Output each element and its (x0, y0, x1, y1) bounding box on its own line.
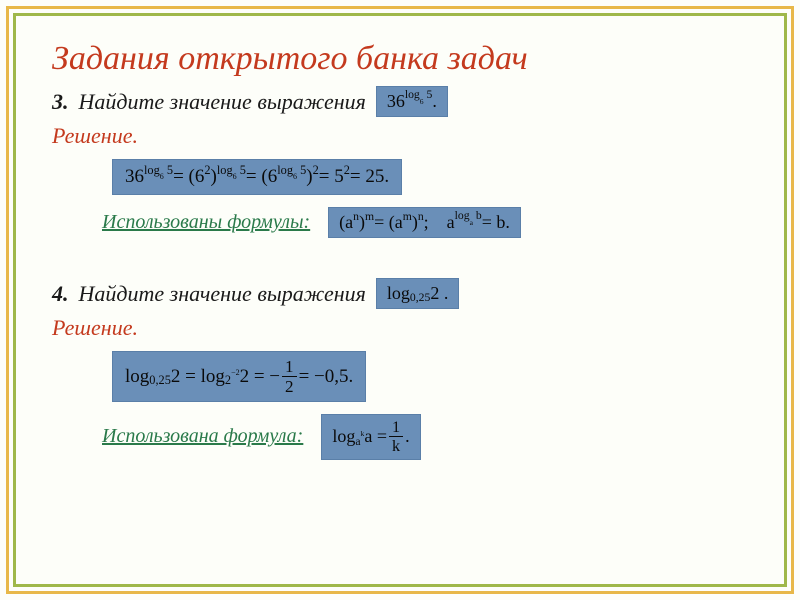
slide-title: Задания открытого банка задач (52, 40, 748, 78)
task3-prompt: Найдите значение выражения (79, 89, 366, 115)
task4-solution: log0,25 2 = log2−2 2 = −12 = −0,5. (112, 351, 366, 402)
inner-frame: Задания открытого банка задач 3. Найдите… (13, 13, 787, 587)
task4-formulas-row: Использована формула: logak a = 1k. (102, 414, 748, 459)
task4-number: 4. (52, 281, 69, 307)
task3-number: 3. (52, 89, 69, 115)
task4-solution-wrap: log0,25 2 = log2−2 2 = −12 = −0,5. (112, 351, 748, 402)
task4-prompt-row: 4. Найдите значение выражения log0,25 2 … (52, 278, 748, 309)
task4-expression: log0,25 2 . (376, 278, 459, 309)
task4-formulas-label: Использована формула: (102, 425, 303, 448)
task3-formulas-box: (an)m = (am)n ; aloga b = b. (328, 207, 521, 238)
task3-prompt-row: 3. Найдите значение выражения 36log6 5. (52, 86, 748, 117)
outer-frame: Задания открытого банка задач 3. Найдите… (6, 6, 794, 594)
task3-solution: 36log6 5 = (62)log6 5 = (6log6 5)2 = 52 … (112, 159, 402, 195)
task3-expression: 36log6 5. (376, 86, 448, 117)
task3-solution-wrap: 36log6 5 = (62)log6 5 = (6log6 5)2 = 52 … (112, 159, 748, 195)
task3-solution-label: Решение. (52, 123, 748, 149)
task3-formulas-row: Использованы формулы: (an)m = (am)n ; al… (102, 207, 748, 238)
slide-content: Задания открытого банка задач 3. Найдите… (24, 24, 776, 576)
task4-formulas-box: logak a = 1k. (321, 414, 420, 459)
task4-prompt: Найдите значение выражения (79, 281, 366, 307)
task3-formulas-label: Использованы формулы: (102, 211, 310, 234)
task4-solution-label: Решение. (52, 315, 748, 341)
